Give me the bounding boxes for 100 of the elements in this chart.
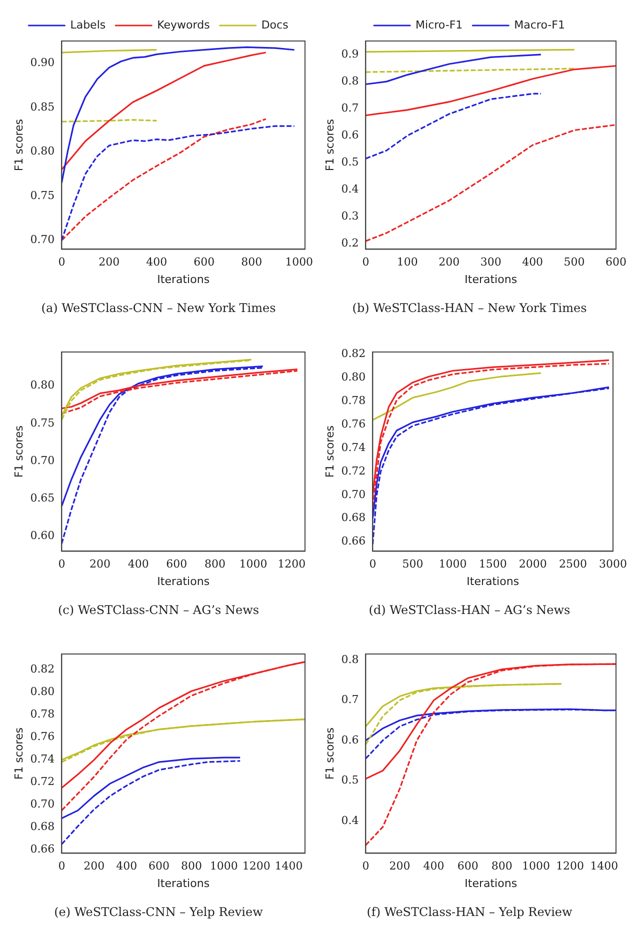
y-tick-label: 0.74 — [341, 440, 366, 454]
y-tick-label: 0.82 — [341, 347, 366, 360]
y-tick-label: 0.68 — [341, 511, 366, 524]
y-tick-label: 0.75 — [30, 188, 55, 202]
x-tick-label: 1200 — [556, 860, 584, 873]
x-tick-label: 3000 — [599, 558, 628, 571]
x-axis-title: Iterations — [464, 272, 518, 286]
y-tick-label: 0.85 — [30, 100, 55, 114]
x-tick-label: 1000 — [438, 558, 467, 571]
y-tick-label: 0.75 — [30, 416, 55, 430]
x-tick-label: 0 — [362, 860, 370, 873]
x-tick-label: 600 — [148, 860, 170, 873]
x-tick-label: 1400 — [274, 860, 303, 873]
x-tick-label: 2500 — [558, 558, 587, 571]
x-tick-label: 0 — [58, 256, 66, 269]
line-series — [62, 760, 241, 845]
y-tick-label: 0.70 — [30, 233, 55, 246]
y-tick-label: 0.66 — [30, 842, 55, 856]
x-tick-label: 600 — [166, 558, 188, 571]
y-tick-label: 0.74 — [30, 752, 55, 766]
legend-label: Labels — [70, 18, 106, 32]
x-tick-label: 1000 — [522, 860, 550, 873]
y-tick-label: 0.80 — [30, 378, 55, 392]
line-series — [366, 92, 542, 160]
y-tick-label: 0.70 — [30, 798, 55, 811]
x-tick-label: 1400 — [590, 860, 618, 873]
x-axis-title: Iterations — [464, 876, 518, 890]
x-tick-label: 400 — [423, 860, 444, 873]
x-tick-label: 1200 — [278, 558, 306, 571]
x-tick-label: 200 — [438, 256, 460, 269]
x-tick-label: 800 — [204, 558, 226, 571]
text: (d) WeSTClass-HAN – AG’s News — [368, 602, 570, 617]
y-tick-label: 0.78 — [30, 708, 55, 721]
x-tick-label: 400 — [128, 558, 149, 571]
x-tick-label: 800 — [180, 860, 202, 873]
x-tick-label: 600 — [194, 256, 215, 269]
x-tick-label: 200 — [90, 558, 111, 571]
y-axis-title: F1 scores — [12, 118, 26, 172]
y-tick-label: 0.60 — [30, 529, 55, 542]
y-tick-label: 0.70 — [30, 454, 55, 467]
y-tick-label: 0.80 — [30, 685, 55, 698]
y-tick-label: 0.6 — [341, 733, 359, 746]
line-series — [62, 118, 267, 242]
x-tick-label: 1000 — [239, 558, 268, 571]
y-tick-label: 0.80 — [30, 144, 55, 158]
text: (b) WeSTClass-HAN – New York Times — [352, 300, 587, 315]
x-tick-label: 400 — [116, 860, 138, 873]
x-tick-label: 800 — [491, 860, 512, 873]
x-tick-label: 200 — [389, 860, 410, 873]
x-tick-label: 1500 — [478, 558, 507, 571]
y-tick-label: 0.5 — [341, 156, 359, 169]
x-tick-label: 100 — [396, 256, 418, 269]
y-tick-label: 0.76 — [30, 730, 55, 744]
x-tick-label: 600 — [457, 860, 478, 873]
y-tick-label: 0.5 — [341, 774, 359, 787]
y-tick-label: 0.72 — [30, 775, 55, 788]
x-tick-label: 400 — [146, 256, 168, 269]
legend-label: Keywords — [157, 18, 210, 32]
x-tick-label: 200 — [98, 256, 120, 269]
line-series — [366, 124, 616, 242]
y-tick-label: 0.7 — [341, 693, 359, 706]
y-tick-label: 0.72 — [341, 464, 366, 478]
x-axis-title: Iterations — [157, 574, 210, 588]
x-axis-title: Iterations — [466, 574, 520, 588]
x-tick-label: 1000 — [285, 256, 314, 269]
text: (a) WeSTClass-CNN – New York Times — [41, 300, 276, 315]
x-axis-title: Iterations — [157, 272, 210, 286]
legend-label: Docs — [261, 18, 289, 32]
line-series — [62, 125, 296, 242]
x-tick-label: 0 — [369, 558, 376, 571]
y-tick-label: 0.66 — [341, 534, 366, 548]
text: (f) WeSTClass-HAN – Yelp Review — [366, 904, 573, 919]
x-tick-label: 600 — [606, 256, 626, 269]
y-axis-title: F1 scores — [323, 425, 336, 478]
y-tick-label: 0.80 — [341, 370, 366, 384]
legend-label: Macro-F1 — [514, 18, 565, 32]
y-axis-title: F1 scores — [323, 118, 336, 172]
text: (e) WeSTClass-CNN – Yelp Review — [54, 904, 264, 919]
y-tick-label: 0.4 — [341, 814, 359, 827]
y-axis-title: F1 scores — [12, 425, 26, 478]
x-tick-label: 0 — [58, 860, 66, 873]
y-tick-label: 0.90 — [30, 56, 55, 70]
y-axis-title: F1 scores — [323, 727, 336, 780]
x-tick-label: 1200 — [242, 860, 270, 873]
x-tick-label: 200 — [84, 860, 105, 873]
x-tick-label: 1000 — [210, 860, 238, 873]
y-tick-label: 0.2 — [341, 236, 359, 250]
y-axis-title: F1 scores — [12, 727, 26, 780]
text: (c) WeSTClass-CNN – AG’s News — [58, 602, 260, 617]
x-tick-label: 300 — [480, 256, 502, 269]
y-tick-label: 0.76 — [341, 418, 366, 431]
y-tick-label: 0.4 — [341, 182, 359, 196]
x-axis-title: Iterations — [157, 876, 210, 890]
x-tick-label: 2000 — [518, 558, 547, 571]
y-tick-label: 0.78 — [341, 394, 366, 408]
y-tick-label: 0.8 — [341, 652, 359, 666]
y-tick-label: 0.82 — [30, 662, 55, 676]
x-tick-label: 500 — [564, 256, 585, 269]
y-tick-label: 0.6 — [341, 128, 359, 142]
x-tick-label: 0 — [58, 558, 66, 571]
